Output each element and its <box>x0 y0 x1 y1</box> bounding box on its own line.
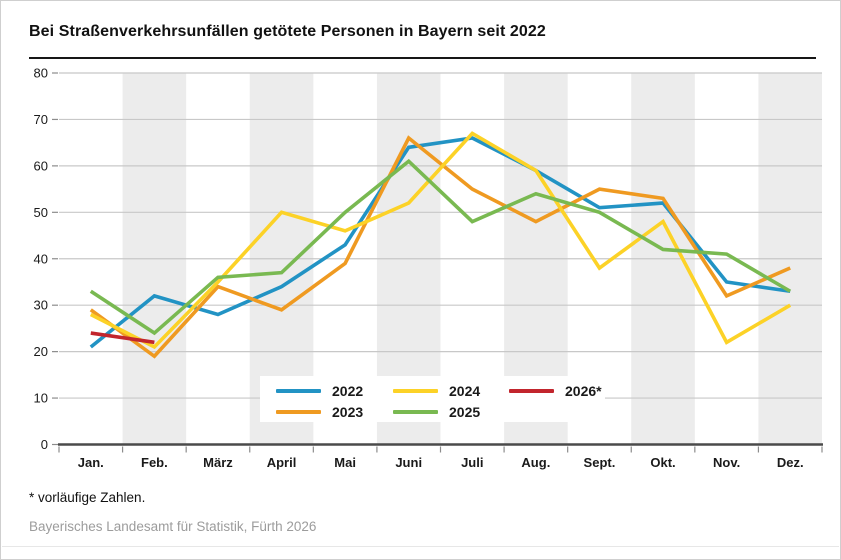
legend-item-2022: 2022 <box>276 382 364 399</box>
x-axis-label: Juni <box>395 455 422 470</box>
y-axis-label: 70 <box>34 112 48 127</box>
x-axis-label: Dez. <box>777 455 804 470</box>
x-axis-label: Juli <box>461 455 483 470</box>
title-divider <box>29 57 816 59</box>
y-axis-label: 30 <box>34 298 48 313</box>
legend-label-2026: 2026* <box>565 382 602 399</box>
series-line-2026 <box>90 331 155 345</box>
x-axis-label: April <box>267 455 297 470</box>
legend-label-2022: 2022 <box>332 382 364 399</box>
legend-swatch-2022 <box>276 388 321 393</box>
bottom-divider <box>2 546 839 547</box>
y-axis-label: 20 <box>34 344 48 359</box>
y-axis-label: 10 <box>34 391 48 406</box>
legend-label-2023: 2023 <box>332 403 364 420</box>
y-axis-label: 40 <box>34 251 48 266</box>
x-axis-label: Sept. <box>584 455 616 470</box>
x-axis-label: Jan. <box>78 455 104 470</box>
x-axis-label: Aug. <box>521 455 550 470</box>
series-line-2024 <box>89 131 792 350</box>
chart-legend: 2022 2023 2024 2025 2026* <box>260 376 605 422</box>
chart-title: Bei Straßenverkehrsunfällen getötete Per… <box>29 23 546 40</box>
x-axis-label: März <box>203 455 233 470</box>
x-axis-label: Feb. <box>141 455 168 470</box>
legend-label-2025: 2025 <box>449 403 481 420</box>
legend-label-2024: 2024 <box>449 382 481 399</box>
legend-swatch-2023 <box>276 409 321 414</box>
legend-swatch-2026 <box>509 388 554 393</box>
y-axis-label: 60 <box>34 158 48 173</box>
series-line-2025 <box>89 158 792 336</box>
x-axis-label: Nov. <box>713 455 740 470</box>
footnote: * vorläufige Zahlen. <box>29 490 146 505</box>
y-axis-label: 50 <box>34 205 48 220</box>
legend-item-2024: 2024 <box>393 382 481 399</box>
series-line-2023 <box>89 135 791 359</box>
x-axis-label: Okt. <box>650 455 675 470</box>
y-axis-label: 0 <box>41 437 48 452</box>
legend-item-2026: 2026* <box>509 382 602 399</box>
y-axis-label: 80 <box>34 66 48 81</box>
legend-item-2025: 2025 <box>393 403 481 420</box>
source-credit: Bayerisches Landesamt für Statistik, Für… <box>29 519 317 534</box>
legend-swatch-2025 <box>393 409 438 414</box>
x-axis-label: Mai <box>334 455 356 470</box>
legend-item-2023: 2023 <box>276 403 364 420</box>
legend-swatch-2024 <box>393 388 438 393</box>
